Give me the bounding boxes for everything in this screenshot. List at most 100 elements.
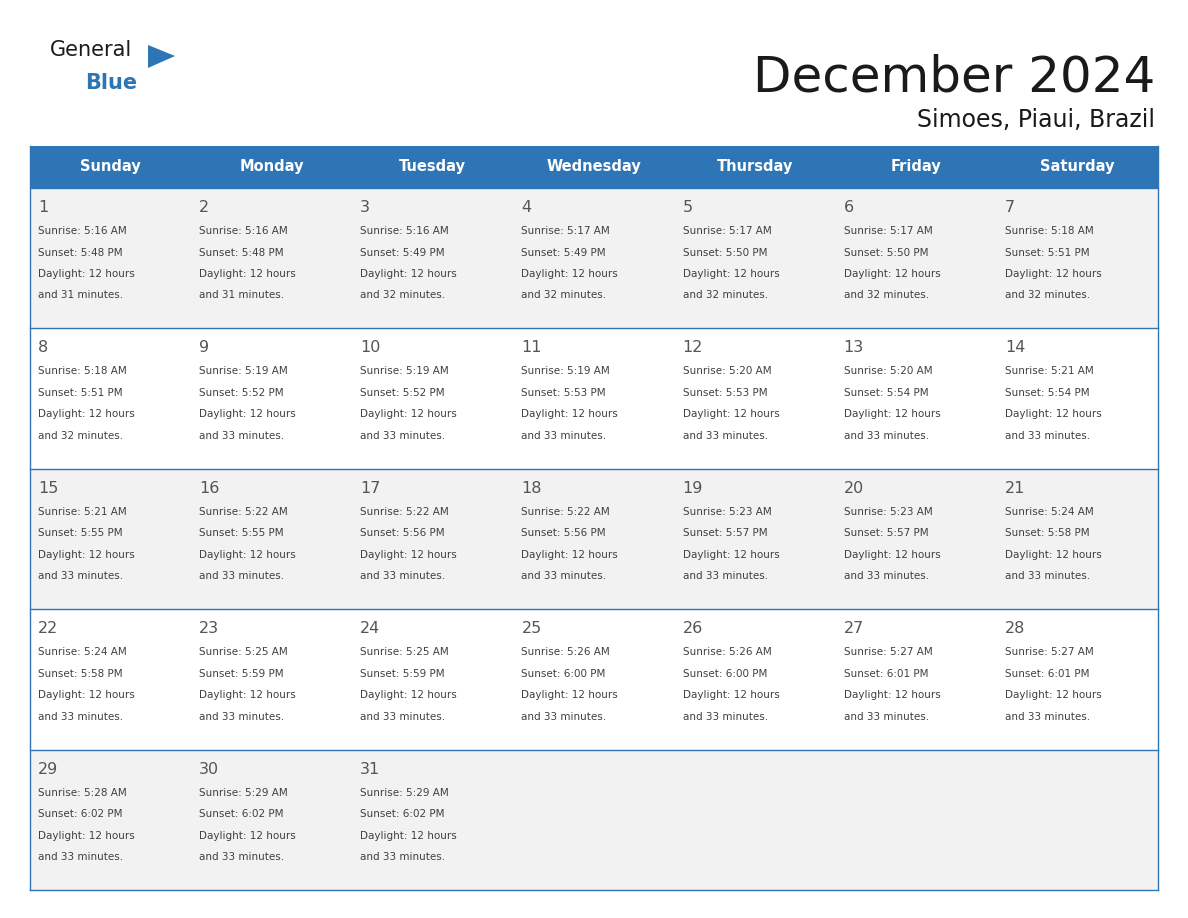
Text: Sunset: 5:56 PM: Sunset: 5:56 PM [522, 528, 606, 538]
Text: Daylight: 12 hours: Daylight: 12 hours [1005, 409, 1101, 420]
Text: Sunrise: 5:29 AM: Sunrise: 5:29 AM [200, 788, 287, 798]
Text: Sunrise: 5:23 AM: Sunrise: 5:23 AM [683, 507, 771, 517]
Text: and 33 minutes.: and 33 minutes. [200, 711, 284, 722]
Text: and 33 minutes.: and 33 minutes. [200, 852, 284, 862]
Text: and 33 minutes.: and 33 minutes. [1005, 571, 1089, 581]
Text: Sunset: 5:54 PM: Sunset: 5:54 PM [843, 388, 928, 397]
Text: Sunset: 6:00 PM: Sunset: 6:00 PM [522, 668, 606, 678]
Text: and 33 minutes.: and 33 minutes. [38, 852, 124, 862]
Text: Daylight: 12 hours: Daylight: 12 hours [360, 269, 457, 279]
Text: Daylight: 12 hours: Daylight: 12 hours [200, 269, 296, 279]
Text: Sunset: 5:49 PM: Sunset: 5:49 PM [522, 248, 606, 258]
Text: Daylight: 12 hours: Daylight: 12 hours [200, 690, 296, 700]
Text: and 33 minutes.: and 33 minutes. [38, 711, 124, 722]
Text: 5: 5 [683, 200, 693, 215]
Text: Sunset: 6:02 PM: Sunset: 6:02 PM [360, 809, 444, 819]
Text: and 33 minutes.: and 33 minutes. [360, 711, 446, 722]
Text: and 32 minutes.: and 32 minutes. [1005, 290, 1089, 300]
Text: Sunrise: 5:29 AM: Sunrise: 5:29 AM [360, 788, 449, 798]
Text: and 33 minutes.: and 33 minutes. [360, 852, 446, 862]
Text: Blue: Blue [86, 73, 137, 93]
Text: 6: 6 [843, 200, 854, 215]
Text: Simoes, Piaui, Brazil: Simoes, Piaui, Brazil [917, 108, 1155, 132]
Text: Daylight: 12 hours: Daylight: 12 hours [843, 269, 941, 279]
Text: 11: 11 [522, 341, 542, 355]
Text: Sunrise: 5:19 AM: Sunrise: 5:19 AM [200, 366, 287, 376]
Text: 1: 1 [38, 200, 49, 215]
Text: 26: 26 [683, 621, 703, 636]
Text: Daylight: 12 hours: Daylight: 12 hours [38, 409, 134, 420]
Text: Sunrise: 5:28 AM: Sunrise: 5:28 AM [38, 788, 127, 798]
Text: and 33 minutes.: and 33 minutes. [683, 571, 767, 581]
Text: Daylight: 12 hours: Daylight: 12 hours [1005, 269, 1101, 279]
Text: 14: 14 [1005, 341, 1025, 355]
Text: 29: 29 [38, 762, 58, 777]
Text: Sunset: 6:01 PM: Sunset: 6:01 PM [843, 668, 928, 678]
Text: and 32 minutes.: and 32 minutes. [683, 290, 767, 300]
Text: Wednesday: Wednesday [546, 160, 642, 174]
Text: Sunset: 5:55 PM: Sunset: 5:55 PM [200, 528, 284, 538]
Text: Sunrise: 5:17 AM: Sunrise: 5:17 AM [522, 226, 611, 236]
Text: Daylight: 12 hours: Daylight: 12 hours [683, 690, 779, 700]
Text: and 33 minutes.: and 33 minutes. [38, 571, 124, 581]
Text: and 32 minutes.: and 32 minutes. [38, 431, 124, 441]
Text: Sunrise: 5:25 AM: Sunrise: 5:25 AM [360, 647, 449, 657]
Text: Daylight: 12 hours: Daylight: 12 hours [522, 690, 618, 700]
Text: Sunset: 5:59 PM: Sunset: 5:59 PM [200, 668, 284, 678]
Text: and 33 minutes.: and 33 minutes. [522, 711, 607, 722]
Text: General: General [50, 40, 132, 60]
Text: 15: 15 [38, 481, 58, 496]
Text: 27: 27 [843, 621, 864, 636]
Text: 9: 9 [200, 341, 209, 355]
Text: 22: 22 [38, 621, 58, 636]
Text: Daylight: 12 hours: Daylight: 12 hours [1005, 550, 1101, 560]
Text: Sunset: 5:50 PM: Sunset: 5:50 PM [683, 248, 767, 258]
Text: Sunset: 5:51 PM: Sunset: 5:51 PM [38, 388, 122, 397]
Text: Sunrise: 5:25 AM: Sunrise: 5:25 AM [200, 647, 287, 657]
Text: Daylight: 12 hours: Daylight: 12 hours [522, 269, 618, 279]
Text: Sunset: 5:52 PM: Sunset: 5:52 PM [360, 388, 446, 397]
Text: 13: 13 [843, 341, 864, 355]
Text: Sunset: 6:00 PM: Sunset: 6:00 PM [683, 668, 767, 678]
Text: Daylight: 12 hours: Daylight: 12 hours [522, 550, 618, 560]
Text: and 33 minutes.: and 33 minutes. [843, 711, 929, 722]
Text: Sunrise: 5:20 AM: Sunrise: 5:20 AM [843, 366, 933, 376]
Text: Daylight: 12 hours: Daylight: 12 hours [360, 831, 457, 841]
Text: Daylight: 12 hours: Daylight: 12 hours [360, 550, 457, 560]
Text: Sunrise: 5:21 AM: Sunrise: 5:21 AM [38, 507, 127, 517]
Text: Daylight: 12 hours: Daylight: 12 hours [360, 409, 457, 420]
Bar [30, 329, 1158, 469]
Text: Sunrise: 5:22 AM: Sunrise: 5:22 AM [200, 507, 287, 517]
Text: Sunrise: 5:23 AM: Sunrise: 5:23 AM [843, 507, 933, 517]
Text: Daylight: 12 hours: Daylight: 12 hours [200, 550, 296, 560]
Bar [30, 610, 1158, 750]
Text: 20: 20 [843, 481, 864, 496]
Text: Sunrise: 5:16 AM: Sunrise: 5:16 AM [200, 226, 287, 236]
Text: 4: 4 [522, 200, 531, 215]
Text: and 33 minutes.: and 33 minutes. [683, 711, 767, 722]
Text: 8: 8 [38, 341, 49, 355]
Text: Daylight: 12 hours: Daylight: 12 hours [38, 690, 134, 700]
Bar [30, 750, 1158, 890]
Text: and 31 minutes.: and 31 minutes. [200, 290, 284, 300]
Text: Saturday: Saturday [1041, 160, 1114, 174]
Text: Tuesday: Tuesday [399, 160, 467, 174]
Text: and 33 minutes.: and 33 minutes. [360, 431, 446, 441]
Bar [30, 469, 1158, 610]
Text: Sunrise: 5:18 AM: Sunrise: 5:18 AM [38, 366, 127, 376]
Text: and 33 minutes.: and 33 minutes. [360, 571, 446, 581]
Text: Friday: Friday [891, 160, 942, 174]
Text: Sunday: Sunday [81, 160, 141, 174]
Text: Sunset: 5:53 PM: Sunset: 5:53 PM [522, 388, 606, 397]
Text: Daylight: 12 hours: Daylight: 12 hours [360, 690, 457, 700]
Text: Sunrise: 5:26 AM: Sunrise: 5:26 AM [522, 647, 611, 657]
Polygon shape [148, 45, 175, 68]
Text: Sunset: 5:49 PM: Sunset: 5:49 PM [360, 248, 446, 258]
Text: and 33 minutes.: and 33 minutes. [1005, 711, 1089, 722]
Text: Sunset: 5:59 PM: Sunset: 5:59 PM [360, 668, 446, 678]
Text: Daylight: 12 hours: Daylight: 12 hours [38, 550, 134, 560]
Text: 2: 2 [200, 200, 209, 215]
Text: and 33 minutes.: and 33 minutes. [683, 431, 767, 441]
Text: 24: 24 [360, 621, 380, 636]
Text: Daylight: 12 hours: Daylight: 12 hours [843, 409, 941, 420]
